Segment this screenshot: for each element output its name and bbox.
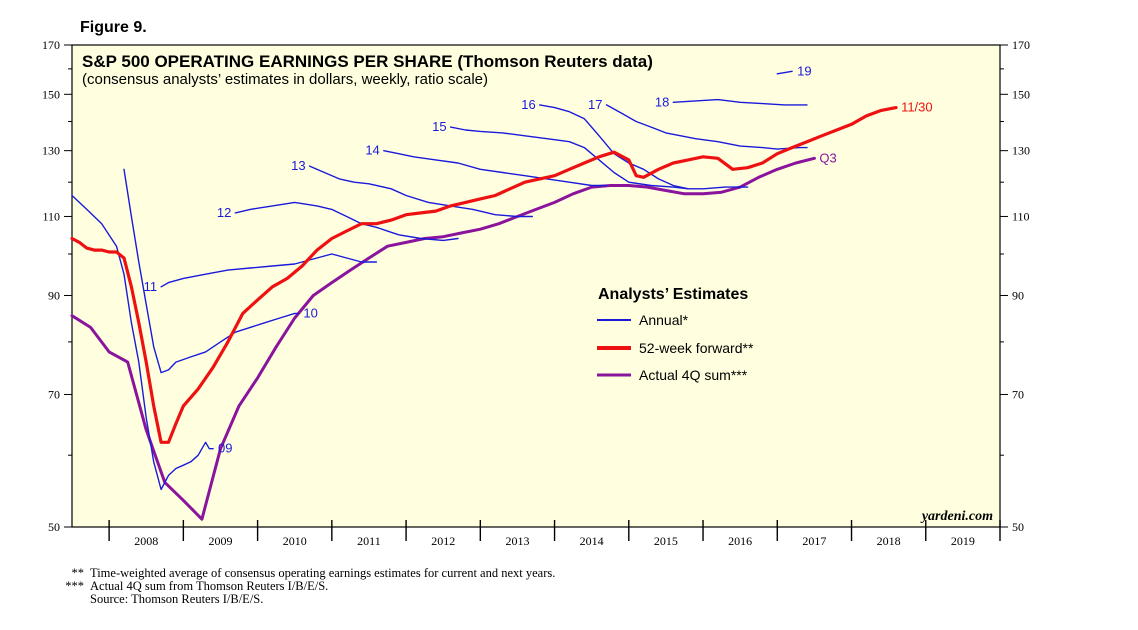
footnote-text: Time-weighted average of consensus opera…	[90, 566, 556, 580]
y-tick-label-left: 90	[48, 288, 60, 302]
y-tick-label-right: 150	[1012, 87, 1030, 101]
actual-4q-sum-line	[70, 156, 816, 521]
footnotes: ** Time-weighted average of consensus op…	[44, 567, 555, 606]
chart-subtitle: (consensus analysts’ estimates in dollar…	[82, 71, 488, 88]
y-tick-label-left: 170	[42, 38, 60, 52]
x-tick-label: 2008	[134, 534, 158, 548]
x-tick-label: 2009	[208, 534, 232, 548]
footnote-mark: **	[71, 566, 85, 580]
x-tick-label: 2018	[877, 534, 901, 548]
footnote-row: *** Actual 4Q sum from Thomson Reuters I…	[44, 580, 555, 593]
annual-series-label: 12	[217, 205, 231, 220]
annual-estimate-line-18	[672, 98, 808, 106]
footnote-source: Source: Thomson Reuters I/B/E/S.	[90, 592, 264, 606]
x-tick-label: 2011	[357, 534, 381, 548]
forward-52-week-line	[70, 106, 898, 444]
y-tick-label-right: 90	[1012, 288, 1024, 302]
y-tick-label-left: 50	[48, 520, 60, 534]
annual-series-label: 17	[588, 97, 602, 112]
y-tick-label-right: 110	[1012, 209, 1030, 223]
figure-label: Figure 9.	[80, 19, 147, 36]
y-tick-label-left: 150	[42, 87, 60, 101]
annual-estimate-line-19	[776, 70, 793, 75]
legend-label-annual: Annual*	[639, 312, 689, 328]
footnote-mark	[44, 593, 90, 606]
annual-estimate-line-17	[605, 104, 808, 150]
x-tick-label: 2019	[951, 534, 975, 548]
axes: 50 50 70 70 90 90 110 110 130 130 150 150 170 170 2008…	[42, 38, 1030, 548]
annual-estimate-line-09	[71, 194, 214, 491]
actual-series-label: Q3	[819, 150, 836, 165]
series-layer: 09 10 11 12 13 14 15 16 17 18 19 11/30 Q3	[70, 63, 933, 521]
x-tick-label: 2017	[802, 534, 826, 548]
annual-series-label: 13	[291, 158, 305, 173]
x-tick-label: 2016	[728, 534, 752, 548]
x-tick-label: 2010	[283, 534, 307, 548]
footnote-row: ** Time-weighted average of consensus op…	[44, 566, 556, 580]
annual-series-label: 16	[521, 97, 535, 112]
annual-series-label: 15	[432, 119, 446, 134]
legend-label-actual: Actual 4Q sum***	[639, 367, 748, 383]
x-tick-label: 2015	[654, 534, 678, 548]
annual-estimate-line-15	[449, 126, 689, 190]
x-tick-label: 2014	[580, 534, 604, 548]
y-tick-label-right: 50	[1012, 520, 1024, 534]
annual-estimate-line-10	[123, 168, 300, 374]
annual-series-label: 11	[144, 279, 158, 294]
footnote-text: Actual 4Q sum from Thomson Reuters I/B/E…	[90, 579, 329, 593]
y-tick-label-right: 170	[1012, 38, 1030, 52]
legend-title: Analysts’ Estimates	[598, 286, 748, 303]
x-tick-label: 2013	[505, 534, 529, 548]
y-tick-label-right: 70	[1012, 387, 1024, 401]
annual-estimate-line-11	[160, 253, 378, 288]
y-tick-label-left: 130	[42, 144, 60, 158]
annual-series-label: 19	[797, 63, 811, 78]
y-tick-label-right: 130	[1012, 144, 1030, 158]
annual-series-label: 14	[365, 143, 379, 158]
annual-estimate-line-12	[234, 201, 459, 242]
annual-series-label: 09	[218, 441, 232, 456]
annual-estimate-line-13	[308, 165, 533, 218]
watermark: yardeni.com	[920, 509, 993, 524]
legend: Analysts’ Estimates Annual* 52-week forw…	[597, 286, 754, 383]
chart-title: S&P 500 OPERATING EARNINGS PER SHARE (Th…	[82, 52, 653, 71]
footnote-mark: ***	[65, 579, 84, 593]
x-tick-label: 2012	[431, 534, 455, 548]
y-tick-label-left: 110	[42, 209, 60, 223]
annual-series-label: 18	[655, 94, 669, 109]
legend-label-forward: 52-week forward**	[639, 340, 754, 356]
forward-series-label: 11/30	[901, 100, 933, 115]
annual-estimate-line-14	[383, 150, 608, 187]
footnote-row: Source: Thomson Reuters I/B/E/S.	[44, 593, 555, 606]
annual-estimate-line-16	[539, 104, 749, 190]
y-tick-label-left: 70	[48, 387, 60, 401]
annual-series-label: 10	[303, 305, 317, 320]
